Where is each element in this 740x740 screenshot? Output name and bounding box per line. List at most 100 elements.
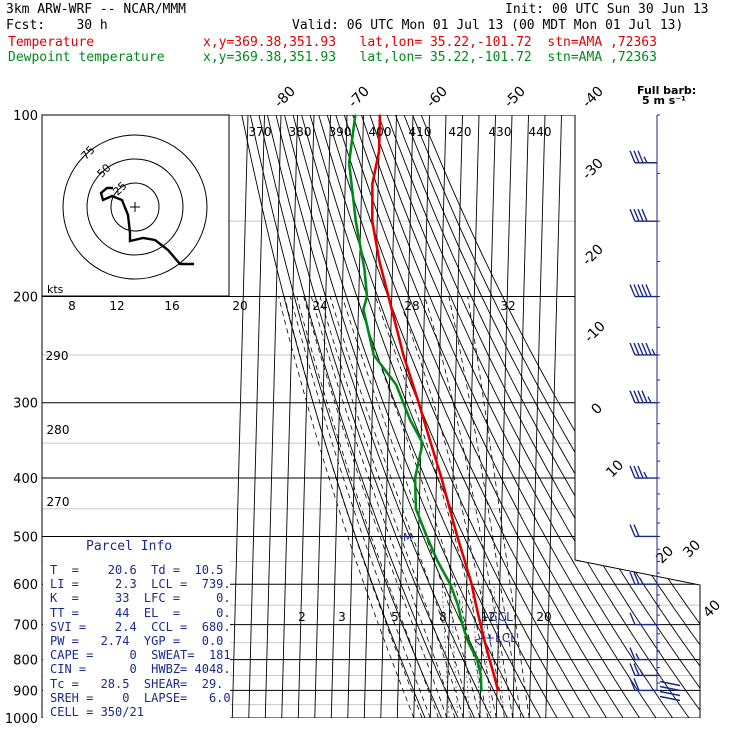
moist-adiabat bbox=[296, 296, 439, 718]
theta-label: 380 bbox=[289, 125, 312, 139]
hodograph-ring bbox=[62, 134, 208, 280]
dewpoint-trace-point bbox=[476, 658, 479, 661]
isotherm-line bbox=[347, 115, 364, 718]
isotherm-label: 0 bbox=[588, 400, 606, 418]
moist-adiabat bbox=[290, 296, 431, 718]
wind-barb bbox=[629, 342, 657, 356]
right-axis bbox=[574, 115, 701, 718]
dry-adiabat bbox=[352, 115, 640, 718]
parcel-marker-label: M bbox=[403, 531, 413, 544]
moist-adiabat bbox=[278, 296, 415, 718]
pressure-tick-label: 400 bbox=[13, 472, 38, 487]
isotherm-line bbox=[429, 115, 447, 718]
mixing-ratio-line bbox=[493, 584, 505, 718]
mixing-ratio-label: 5 bbox=[391, 610, 399, 624]
mixing-ratio-label: 24 bbox=[312, 299, 327, 313]
pressure-tick-label: 700 bbox=[13, 619, 38, 634]
isotherm-line bbox=[479, 115, 496, 718]
isotherm-label: -60 bbox=[423, 83, 450, 110]
isotherm-label: 30 bbox=[680, 537, 704, 561]
lcl-arrow bbox=[474, 637, 485, 646]
hodograph-unit-label: kts bbox=[47, 283, 64, 296]
isotherm-line bbox=[528, 115, 546, 718]
hodograph-ring bbox=[110, 182, 160, 232]
isotherm-label: -70 bbox=[345, 83, 372, 110]
mixing-ratio-line bbox=[450, 584, 459, 718]
isotherm-line bbox=[462, 115, 480, 718]
dry-adiabat bbox=[343, 115, 624, 718]
theta-label: 390 bbox=[329, 125, 352, 139]
parcel-info-row: CIN = 0 HWBZ= 4048. bbox=[50, 662, 231, 677]
moist-adiabat bbox=[310, 296, 456, 718]
temperature-trace-point bbox=[488, 658, 491, 661]
dry-adiabat bbox=[284, 115, 508, 718]
moist-adiabat bbox=[356, 296, 489, 718]
dewpoint-trace-point bbox=[414, 477, 416, 479]
dry-adiabat bbox=[412, 115, 700, 718]
hodograph-trace bbox=[99, 186, 194, 266]
mixing-ratio-label: 28 bbox=[404, 299, 419, 313]
temperature-trace-point bbox=[449, 508, 451, 510]
parcel-info-row: LI = 2.3 LCL = 739. bbox=[50, 577, 231, 592]
isotherm-line bbox=[495, 115, 513, 718]
wind-barb-column bbox=[629, 114, 681, 702]
model-title: 3km ARW-WRF -- NCAR/MMM bbox=[6, 2, 187, 17]
temperature-trace-point bbox=[417, 401, 420, 404]
temperature-trace-point bbox=[387, 295, 390, 298]
temperature-trace-point bbox=[464, 560, 466, 563]
mixing-ratio-label: 2 bbox=[298, 610, 306, 624]
moist-adiabat bbox=[319, 296, 464, 718]
pressure-tick-label: 600 bbox=[13, 578, 38, 593]
isotherm-line bbox=[446, 115, 463, 718]
temperature-trace-point bbox=[484, 641, 486, 644]
temperature-trace-point bbox=[470, 583, 473, 585]
dry-adiabat bbox=[369, 115, 673, 718]
dewpoint-trace-point bbox=[461, 623, 464, 626]
moist-adiabat bbox=[424, 296, 514, 718]
mixing-ratio-label: 20 bbox=[232, 299, 247, 313]
isotherm-label: 40 bbox=[700, 597, 724, 621]
plot-area bbox=[42, 115, 700, 718]
parcel-info-row: SVI = 2.4 CCL = 680. bbox=[50, 619, 231, 634]
isotherm-line bbox=[512, 115, 529, 718]
mixing-ratio-line bbox=[460, 584, 470, 718]
mixing-ratio-line bbox=[471, 584, 481, 718]
theta-label: 370 bbox=[249, 125, 272, 139]
temperature-trace-point bbox=[371, 182, 374, 185]
parcel-info-title: Parcel Info bbox=[86, 539, 173, 554]
isotherm-label: -50 bbox=[501, 83, 528, 110]
isotherm-line bbox=[363, 115, 381, 718]
full-barb-legend: Full barb: bbox=[637, 84, 696, 97]
mixing-ratio-label: 3 bbox=[338, 610, 346, 624]
isotherm-line bbox=[281, 115, 298, 718]
temperature-trace-point bbox=[378, 150, 380, 153]
dewpoint-trace-point bbox=[480, 674, 482, 677]
mixing-ratio-line bbox=[441, 584, 450, 718]
mixing-ratio-line bbox=[481, 584, 492, 718]
isotherm-line bbox=[231, 115, 249, 718]
moist-adiabat bbox=[329, 296, 472, 718]
dewpoint-trace-point bbox=[348, 161, 350, 164]
temperature-trace-point bbox=[475, 604, 477, 606]
dewpoint-trace-point bbox=[436, 560, 439, 563]
theta-label: 420 bbox=[449, 125, 472, 139]
mixing-ratio-label: 32 bbox=[500, 299, 515, 313]
wind-barb bbox=[629, 663, 657, 677]
theta-label: 430 bbox=[489, 125, 512, 139]
dewpoint-trace-point bbox=[395, 383, 397, 386]
dry-adiabat bbox=[360, 115, 657, 718]
mixing-ratio-label: 8 bbox=[68, 299, 76, 313]
wind-barb bbox=[629, 612, 657, 626]
dewpoint-location: x,y=369.38,351.93 lat,lon= 35.22,-101.72… bbox=[203, 50, 657, 65]
parcel-info-row: K = 33 LFC = 0. bbox=[50, 591, 231, 606]
dry-adiabat bbox=[326, 115, 591, 718]
mixing-ratio-label: 8 bbox=[439, 610, 447, 624]
valid-time: Valid: 06 UTC Mon 01 Jul 13 (00 MDT Mon … bbox=[292, 18, 684, 33]
theta-label: 440 bbox=[529, 125, 552, 139]
wind-barb bbox=[629, 284, 657, 298]
isotherm-label: 10 bbox=[603, 457, 627, 481]
temperature-trace-point bbox=[440, 477, 443, 479]
isotherm-line bbox=[545, 115, 562, 718]
